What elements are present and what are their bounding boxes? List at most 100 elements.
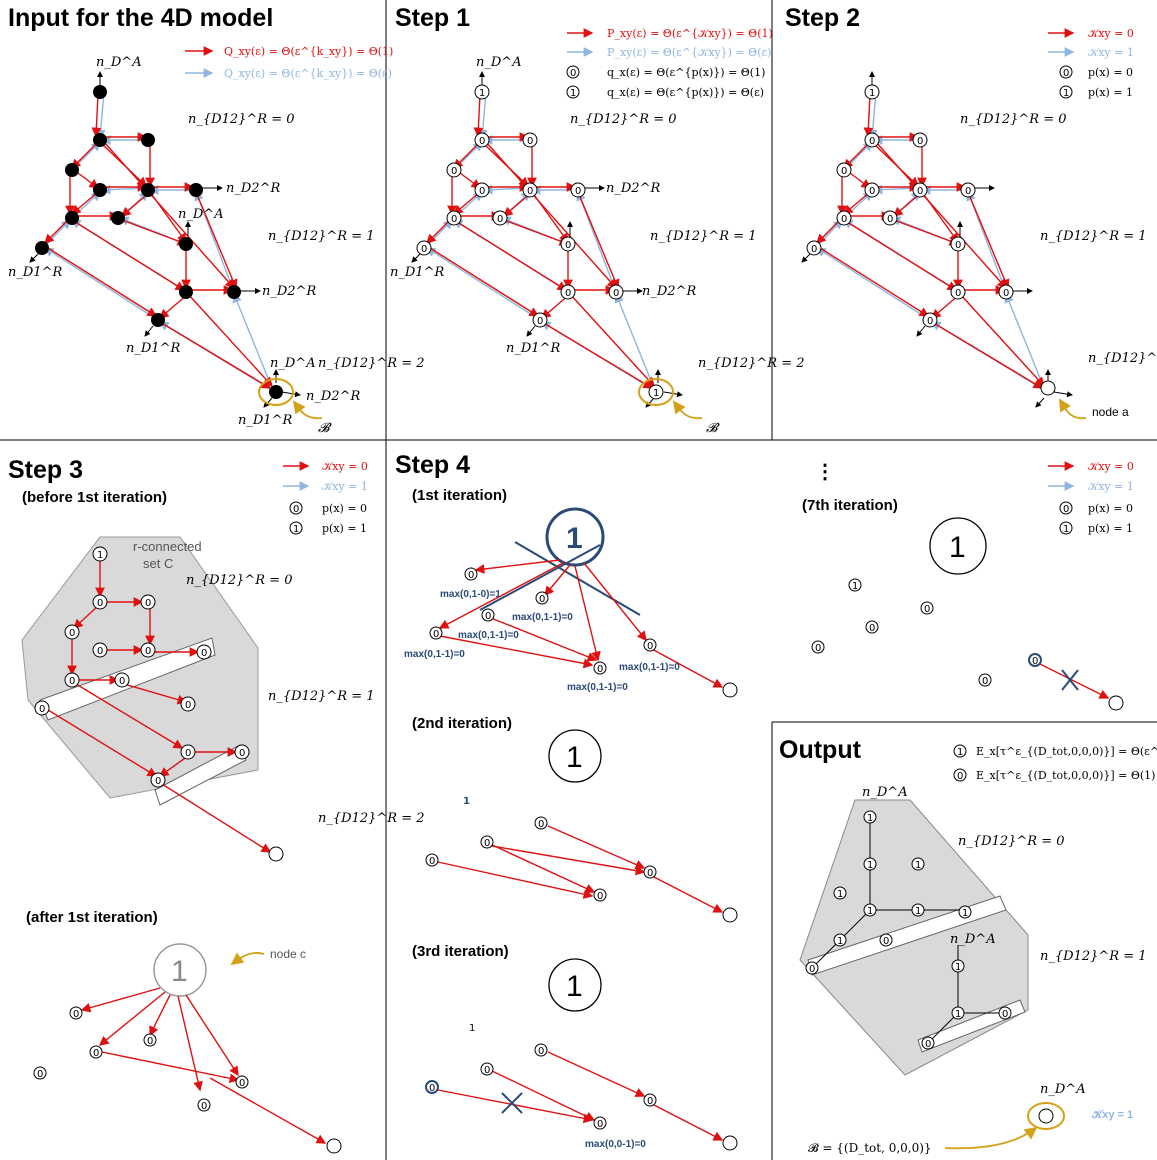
nD2-label-3: n_D2^R	[306, 389, 360, 404]
step1-B-label: 𝓑	[706, 421, 720, 436]
svg-text:0: 0	[570, 68, 576, 79]
step4-it3-label: (3rd iteration)	[412, 943, 509, 960]
svg-text:n_{D12}^R = 2: n_{D12}^R = 2	[698, 356, 805, 371]
svg-text:p(x) = 0: p(x) = 0	[1088, 502, 1133, 515]
svg-text:0: 0	[1032, 656, 1038, 667]
svg-text:0: 0	[575, 186, 581, 197]
svg-text:0: 0	[293, 504, 299, 515]
svg-text:0: 0	[869, 623, 875, 634]
svg-text:1: 1	[915, 860, 921, 871]
max-label-5: max(0,1-1)=0	[567, 682, 628, 693]
svg-text:0: 0	[451, 166, 457, 177]
svg-text:1: 1	[852, 581, 858, 592]
step2-nodes	[806, 84, 1056, 396]
svg-text:0: 0	[429, 1083, 435, 1094]
svg-text:1: 1	[957, 747, 963, 758]
svg-text:0: 0	[497, 214, 503, 225]
step4-it1-label: (1st iteration)	[412, 487, 507, 504]
svg-text:⋮: ⋮	[815, 461, 835, 483]
svg-text:0: 0	[97, 598, 103, 609]
node-c	[153, 943, 207, 997]
svg-text:p(x) = 1: p(x) = 1	[1088, 522, 1133, 535]
svg-text:n_{D12}^R = 1: n_{D12}^R = 1	[1040, 229, 1147, 244]
step3-nodes	[34, 546, 284, 862]
svg-text:0: 0	[484, 1065, 490, 1076]
svg-text:1: 1	[479, 88, 485, 99]
svg-text:n_{D12}^R = 2: n_{D12}^R = 2	[318, 811, 425, 826]
step2-title: Step 2	[785, 4, 860, 32]
step3-before-label: (before 1st iteration)	[22, 489, 167, 506]
svg-text:𝒦xy = 1: 𝒦xy = 1	[1088, 46, 1134, 59]
svg-text:1: 1	[463, 796, 470, 807]
svg-text:0: 0	[597, 1119, 603, 1130]
svg-text:0: 0	[73, 1009, 79, 1020]
svg-text:n_D2^R: n_D2^R	[606, 181, 660, 196]
nD2-label-2: n_D2^R	[262, 284, 316, 299]
svg-text:0: 0	[917, 186, 923, 197]
svg-text:0: 0	[479, 136, 485, 147]
svg-text:0: 0	[955, 240, 961, 251]
svg-text:0: 0	[119, 676, 125, 687]
level0-label: n_{D12}^R = 0	[188, 112, 295, 127]
svg-text:1: 1	[915, 906, 921, 917]
svg-text:n_{D12}^R = 0: n_{D12}^R = 0	[570, 112, 677, 127]
svg-text:0: 0	[484, 838, 490, 849]
svg-text:0: 0	[1002, 1009, 1008, 1020]
output-legend-1: E_x[τ^ε_{(D_tot,0,0,0)}] = Θ(1)	[976, 769, 1155, 782]
input-legend-red: Q_xy(ε) = Θ(ε^{k_xy}) = Θ(1)	[224, 45, 393, 58]
svg-text:n_D1^R: n_D1^R	[390, 265, 444, 280]
svg-text:0: 0	[647, 868, 653, 879]
panel-input-title: Input for the 4D model	[8, 4, 273, 32]
svg-text:0: 0	[565, 240, 571, 251]
step1-legend-3: q_x(ε) = Θ(ε^{p(x)}) = Θ(ε)	[607, 86, 764, 99]
svg-text:0: 0	[39, 704, 45, 715]
nD1-label-2: n_D1^R	[126, 341, 180, 356]
svg-text:1: 1	[867, 860, 873, 871]
svg-text:0: 0	[527, 186, 533, 197]
svg-text:0: 0	[955, 288, 961, 299]
svg-text:n_{D12}^R = 2: n_{D12}^R = 2	[1088, 351, 1157, 366]
svg-text:0: 0	[538, 819, 544, 830]
svg-text:1: 1	[97, 550, 103, 561]
svg-text:0: 0	[1063, 504, 1069, 515]
svg-text:1: 1	[955, 1009, 961, 1020]
svg-text:0: 0	[485, 611, 491, 622]
svg-text:0: 0	[468, 570, 474, 581]
svg-text:1: 1	[653, 388, 659, 399]
step4-title: Step 4	[395, 451, 470, 479]
svg-text:𝒦xy = 1: 𝒦xy = 1	[322, 480, 368, 493]
svg-text:0: 0	[647, 641, 653, 652]
set-B-ring	[258, 378, 294, 406]
max-label-3: max(0,1-1)=0	[404, 649, 465, 660]
max-label-2: max(0,1-1)=0	[458, 630, 519, 641]
svg-text:0: 0	[69, 676, 75, 687]
svg-text:0: 0	[841, 166, 847, 177]
svg-text:0: 0	[479, 186, 485, 197]
svg-text:0: 0	[539, 594, 545, 605]
svg-text:0: 0	[924, 604, 930, 615]
svg-text:p(x) = 0: p(x) = 0	[322, 502, 367, 515]
output-B-label: 𝓑 = {(D_tot, 0,0,0)}	[808, 1141, 932, 1155]
step1-legend-0: P_xy(ε) = Θ(ε^{𝒦xy}) = Θ(1)	[607, 27, 773, 40]
svg-text:0: 0	[815, 643, 821, 654]
svg-text:0: 0	[1063, 68, 1069, 79]
svg-text:1: 1	[867, 906, 873, 917]
svg-text:0: 0	[925, 1039, 931, 1050]
svg-text:1: 1	[293, 524, 299, 535]
svg-text:𝒦xy = 0: 𝒦xy = 0	[1088, 27, 1134, 40]
svg-text:1: 1	[869, 88, 875, 99]
svg-text:0: 0	[69, 628, 75, 639]
svg-text:1: 1	[171, 955, 188, 988]
svg-text:set C: set C	[143, 556, 173, 571]
step1-node-values: 1 0 0 0 0 0 0 0 0 0 0 0 0 0 1	[421, 88, 659, 399]
svg-text:𝒦xy = 1: 𝒦xy = 1	[1088, 480, 1134, 493]
nD1-label-3: n_D1^R	[238, 413, 292, 428]
svg-text:n_D1^R: n_D1^R	[506, 341, 560, 356]
svg-text:1: 1	[955, 962, 961, 973]
svg-text:0: 0	[538, 1046, 544, 1057]
svg-text:n_D^A: n_D^A	[950, 932, 996, 947]
svg-text:n_D^A: n_D^A	[862, 785, 908, 800]
svg-text:0: 0	[527, 136, 533, 147]
nDA-label-3: n_D^A	[270, 356, 316, 371]
